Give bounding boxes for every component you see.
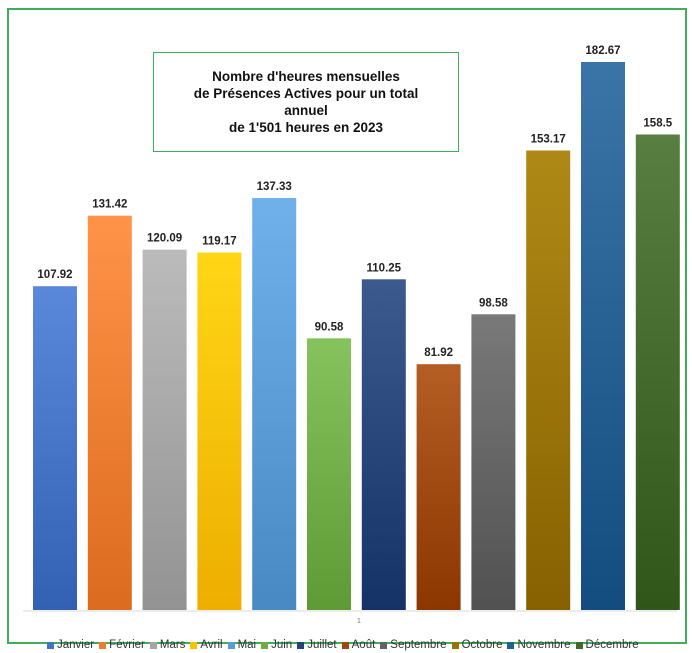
legend-label: Octobre bbox=[461, 639, 503, 651]
legend-swatch bbox=[297, 641, 305, 649]
value-label-décembre: 158.5 bbox=[643, 118, 672, 130]
value-label-juin: 90.58 bbox=[315, 321, 344, 333]
chart-frame: 107.92 131.42 120.09 119.17 137.33 90.58 110.2… bbox=[7, 8, 687, 651]
legend-label: Juin bbox=[271, 639, 293, 651]
value-labels-group: 107.92 131.42 120.09 119.17 137.33 90.58 110.2… bbox=[37, 45, 672, 359]
value-label-octobre: 153.17 bbox=[531, 134, 566, 146]
value-label-mars: 120.09 bbox=[147, 233, 182, 245]
legend-swatch bbox=[99, 641, 107, 649]
value-label-novembre: 182.67 bbox=[585, 45, 620, 57]
chart-title-line-2: de Présences Actives pour un total bbox=[193, 86, 419, 101]
value-label-août: 81.92 bbox=[424, 347, 453, 359]
chart-legend: Janvier Février Mars Avril Mai Juin Juillet Aoû… bbox=[47, 637, 687, 653]
bar-février bbox=[87, 215, 132, 610]
legend-label: Juillet bbox=[307, 639, 337, 651]
value-label-septembre: 98.58 bbox=[479, 297, 508, 309]
value-label-avril: 119.17 bbox=[202, 236, 237, 248]
bar-décembre bbox=[635, 134, 680, 610]
bar-chart: 107.92 131.42 120.09 119.17 137.33 90.58 110.2… bbox=[23, 45, 680, 625]
bar-avril bbox=[197, 252, 242, 610]
legend-item-mai: Mai bbox=[227, 639, 257, 651]
chart-title-line-3: annuel bbox=[284, 103, 328, 118]
bar-mars bbox=[142, 249, 187, 610]
legend-swatch bbox=[47, 641, 54, 649]
legend-swatch bbox=[507, 641, 515, 649]
bar-juillet bbox=[361, 279, 406, 610]
legend-item-janvier: Janvier bbox=[47, 639, 94, 651]
bar-octobre bbox=[526, 150, 571, 610]
legend-label: Mars bbox=[159, 639, 186, 651]
bar-novembre bbox=[581, 62, 625, 610]
bar-juin bbox=[307, 338, 351, 610]
legend-item-avril: Avril bbox=[190, 639, 223, 651]
chart-title-line-1: Nombre d'heures mensuelles bbox=[212, 69, 400, 84]
legend-item-juillet: Juillet bbox=[297, 639, 337, 651]
legend-label: Février bbox=[109, 639, 145, 651]
legend-swatch bbox=[190, 641, 198, 649]
legend-swatch bbox=[341, 641, 349, 649]
legend-swatch bbox=[451, 641, 459, 649]
legend-item-août: Août bbox=[341, 639, 376, 651]
legend-label: Avril bbox=[200, 639, 223, 651]
legend-label: Janvier bbox=[57, 639, 95, 651]
value-label-janvier: 107.92 bbox=[37, 269, 72, 281]
value-label-mai: 137.33 bbox=[257, 181, 292, 193]
chart-title-box: Nombre d'heures mensuelles de Présences … bbox=[153, 52, 459, 152]
bars-group bbox=[33, 62, 680, 610]
legend-item-septembre: Septembre bbox=[380, 639, 447, 651]
legend-item-février: Février bbox=[99, 639, 145, 651]
x-tick-label: 1 bbox=[357, 618, 361, 625]
legend-item-octobre: Octobre bbox=[451, 639, 503, 651]
value-label-juillet: 110.25 bbox=[367, 262, 402, 274]
legend-label: Août bbox=[351, 639, 376, 651]
legend-item-décembre: Décembre bbox=[575, 639, 639, 651]
legend-item-novembre: Novembre bbox=[507, 639, 571, 651]
bar-septembre bbox=[471, 314, 516, 610]
legend-label: Novembre bbox=[517, 639, 571, 651]
legend-swatch bbox=[149, 641, 157, 649]
legend-label: Décembre bbox=[585, 639, 639, 651]
bar-janvier bbox=[33, 286, 77, 610]
legend-label: Septembre bbox=[390, 639, 447, 651]
value-label-février: 131.42 bbox=[92, 199, 127, 211]
bar-mai bbox=[252, 198, 297, 610]
bar-août bbox=[416, 364, 461, 610]
legend-swatch bbox=[261, 641, 269, 649]
legend-swatch bbox=[227, 641, 235, 649]
legend-item-juin: Juin bbox=[261, 639, 292, 651]
chart-title-line-4: de 1'501 heures en 2023 bbox=[228, 120, 384, 135]
legend-swatch bbox=[575, 641, 583, 649]
legend-label: Mai bbox=[237, 639, 257, 651]
legend-item-mars: Mars bbox=[149, 639, 186, 651]
legend-swatch bbox=[380, 641, 388, 649]
